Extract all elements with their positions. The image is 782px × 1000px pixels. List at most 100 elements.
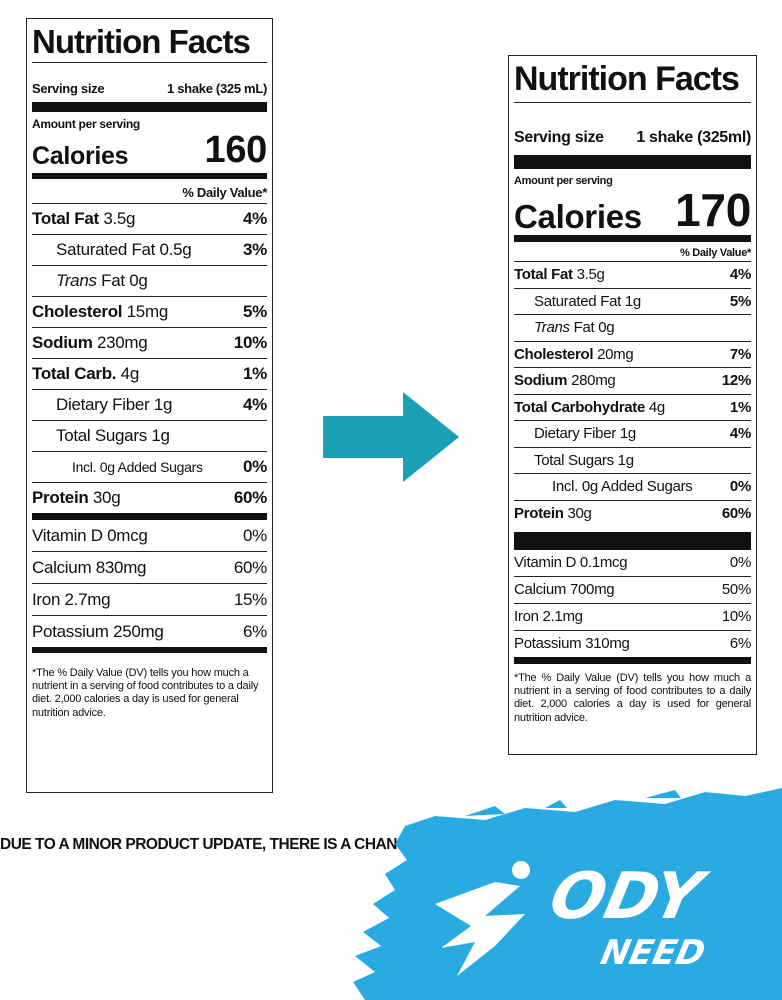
nutrient-name: Total Carb. <box>32 364 117 383</box>
nutrient-amount: 1g <box>151 426 170 445</box>
nutrient-amount: 3.5g <box>576 266 605 283</box>
calories-row: Calories 170 <box>514 187 751 235</box>
logo-text-sub: NEED <box>597 933 709 973</box>
vitamin-name: Calcium 700mg <box>514 581 615 598</box>
nutrient-name: Protein <box>32 488 89 507</box>
vitamin-row: Calcium 700mg 50% <box>514 576 751 603</box>
vitamin-name: Iron 2.7mg <box>32 590 111 609</box>
calories-label: Calories <box>514 198 642 235</box>
daily-value-header: % Daily Value* <box>679 247 751 259</box>
nutrient-name: Fat <box>573 319 595 336</box>
nutrient-amount: 1g <box>153 395 173 414</box>
nutrient-row-total-fat: Total Fat 3.5g 4% <box>32 203 267 234</box>
vitamin-row: Vitamin D 0mcg 0% <box>32 520 267 551</box>
daily-value-header: % Daily Value* <box>182 185 267 200</box>
nutrient-dv: 12% <box>721 372 751 389</box>
vitamin-dv: 10% <box>721 608 751 625</box>
nutrient-dv: 10% <box>233 333 267 352</box>
nutrient-name: Total Fat <box>514 266 573 283</box>
thick-divider <box>32 513 267 520</box>
nutrient-amount: 1g <box>619 425 636 442</box>
nutrient-amount: 15mg <box>126 302 169 321</box>
nutrient-dv: 60% <box>233 488 267 507</box>
nutrient-name: Fat <box>101 271 125 290</box>
nutrient-name: Incl. 0g Added Sugars <box>72 459 203 475</box>
label-title: Nutrition Facts <box>32 23 251 60</box>
nutrient-row-total-carb: Total Carb. 4g 1% <box>32 358 267 389</box>
nutrient-name: Sodium <box>514 372 568 389</box>
thick-divider <box>514 532 751 550</box>
vitamin-name: Vitamin D 0.1mcg <box>514 554 628 571</box>
vitamin-name: Iron 2.1mg <box>514 608 583 625</box>
nutrient-amount: 1g <box>624 292 641 310</box>
nutrient-amount: 1g <box>617 451 634 469</box>
vitamin-row: Iron 2.7mg 15% <box>32 583 267 615</box>
nutrient-name: Saturated Fat <box>534 292 621 310</box>
nutrient-row-sodium: Sodium 230mg 10% <box>32 327 267 358</box>
nutrient-row-protein: Protein 30g 60% <box>32 482 267 513</box>
serving-size-label: Serving size <box>32 81 105 96</box>
vitamin-dv: 6% <box>243 622 267 641</box>
nutrient-row-saturated-fat: Saturated Fat 0.5g 3% <box>32 234 267 265</box>
thick-divider <box>32 102 267 112</box>
medium-divider <box>32 647 267 653</box>
nutrient-amount: 3.5g <box>103 209 136 228</box>
nutrient-row-trans-fat: Trans Fat 0g <box>32 265 267 296</box>
calories-value: 170 <box>675 184 751 236</box>
nutrient-row-cholesterol: Cholesterol 15mg 5% <box>32 296 267 327</box>
vitamin-dv: 50% <box>721 581 751 598</box>
nutrient-amount: 0g <box>129 271 148 290</box>
vitamin-name: Potassium 310mg <box>514 635 630 652</box>
nutrient-amount: 280mg <box>571 372 616 389</box>
nutrient-name: Incl. 0g Added Sugars <box>552 478 693 495</box>
nutrient-dv: 60% <box>721 504 751 522</box>
vitamin-dv: 6% <box>729 635 751 652</box>
nutrient-name: Cholesterol <box>32 302 123 321</box>
label-title: Nutrition Facts <box>514 60 740 98</box>
nutrient-name: Total Fat <box>32 209 99 228</box>
nutrient-dv: 3% <box>243 240 267 259</box>
nutrient-amount: 0g <box>598 319 615 336</box>
vitamin-dv: 0% <box>729 554 751 571</box>
nutrient-dv: 0% <box>729 478 751 495</box>
vitamin-dv: 0% <box>243 526 267 545</box>
nutrient-row-sodium: Sodium 280mg 12% <box>514 367 751 394</box>
vitamin-dv: 15% <box>233 590 267 609</box>
amount-per-serving: Amount per serving <box>514 175 613 187</box>
nutrient-row-total-sugars: Total Sugars 1g <box>514 446 751 474</box>
nutrient-dv: 4% <box>243 395 267 414</box>
nutrient-row-total-fat: Total Fat 3.5g 4% <box>514 261 751 288</box>
nutrient-dv: 4% <box>729 425 751 442</box>
serving-size-row: Serving size 1 shake (325ml) <box>514 102 751 155</box>
nutrient-row-protein: Protein 30g 60% <box>514 499 751 527</box>
vitamin-name: Calcium 830mg <box>32 558 147 577</box>
nutrient-row-trans-fat: Trans Fat 0g <box>514 314 751 341</box>
medium-divider <box>514 657 751 664</box>
nutrient-name: Dietary Fiber <box>56 395 150 414</box>
vitamin-dv: 60% <box>233 558 267 577</box>
daily-value-footnote: *The % Daily Value (DV) tells you how mu… <box>32 667 259 719</box>
nutrient-name: Total Carbohydrate <box>514 398 646 416</box>
nutrition-label-new: Nutrition Facts Serving size 1 shake (32… <box>508 55 757 755</box>
nutrient-row-added-sugars: Incl. 0g Added Sugars 0% <box>32 451 267 482</box>
nutrient-row-dietary-fiber: Dietary Fiber 1g 4% <box>32 389 267 420</box>
nutrient-amount: 0.5g <box>159 240 192 259</box>
nutrient-name: Sodium <box>32 333 93 352</box>
serving-size-row: Serving size 1 shake (325 mL) <box>32 62 267 102</box>
logo-text-main: ODY <box>544 860 715 934</box>
daily-value-footnote: *The % Daily Value (DV) tells you how mu… <box>514 672 751 724</box>
arrow-right-icon <box>323 392 459 482</box>
nutrient-amount: 4g <box>648 398 665 416</box>
nutrition-label-old: Nutrition Facts Serving size 1 shake (32… <box>26 18 273 793</box>
vitamin-row: Iron 2.1mg 10% <box>514 603 751 630</box>
nutrient-name-italic: Trans <box>534 319 570 336</box>
nutrient-name: Total Sugars <box>56 426 147 445</box>
serving-size-value: 1 shake (325ml) <box>636 129 751 146</box>
serving-size-label: Serving size <box>514 129 604 146</box>
nutrient-amount: 30g <box>92 488 121 507</box>
vitamin-row: Potassium 250mg 6% <box>32 615 267 647</box>
nutrient-row-total-sugars: Total Sugars 1g <box>32 420 267 451</box>
nutrient-dv: 4% <box>243 209 267 228</box>
nutrient-row-saturated-fat: Saturated Fat 1g 5% <box>514 287 751 315</box>
nutrient-row-cholesterol: Cholesterol 20mg 7% <box>514 340 751 368</box>
